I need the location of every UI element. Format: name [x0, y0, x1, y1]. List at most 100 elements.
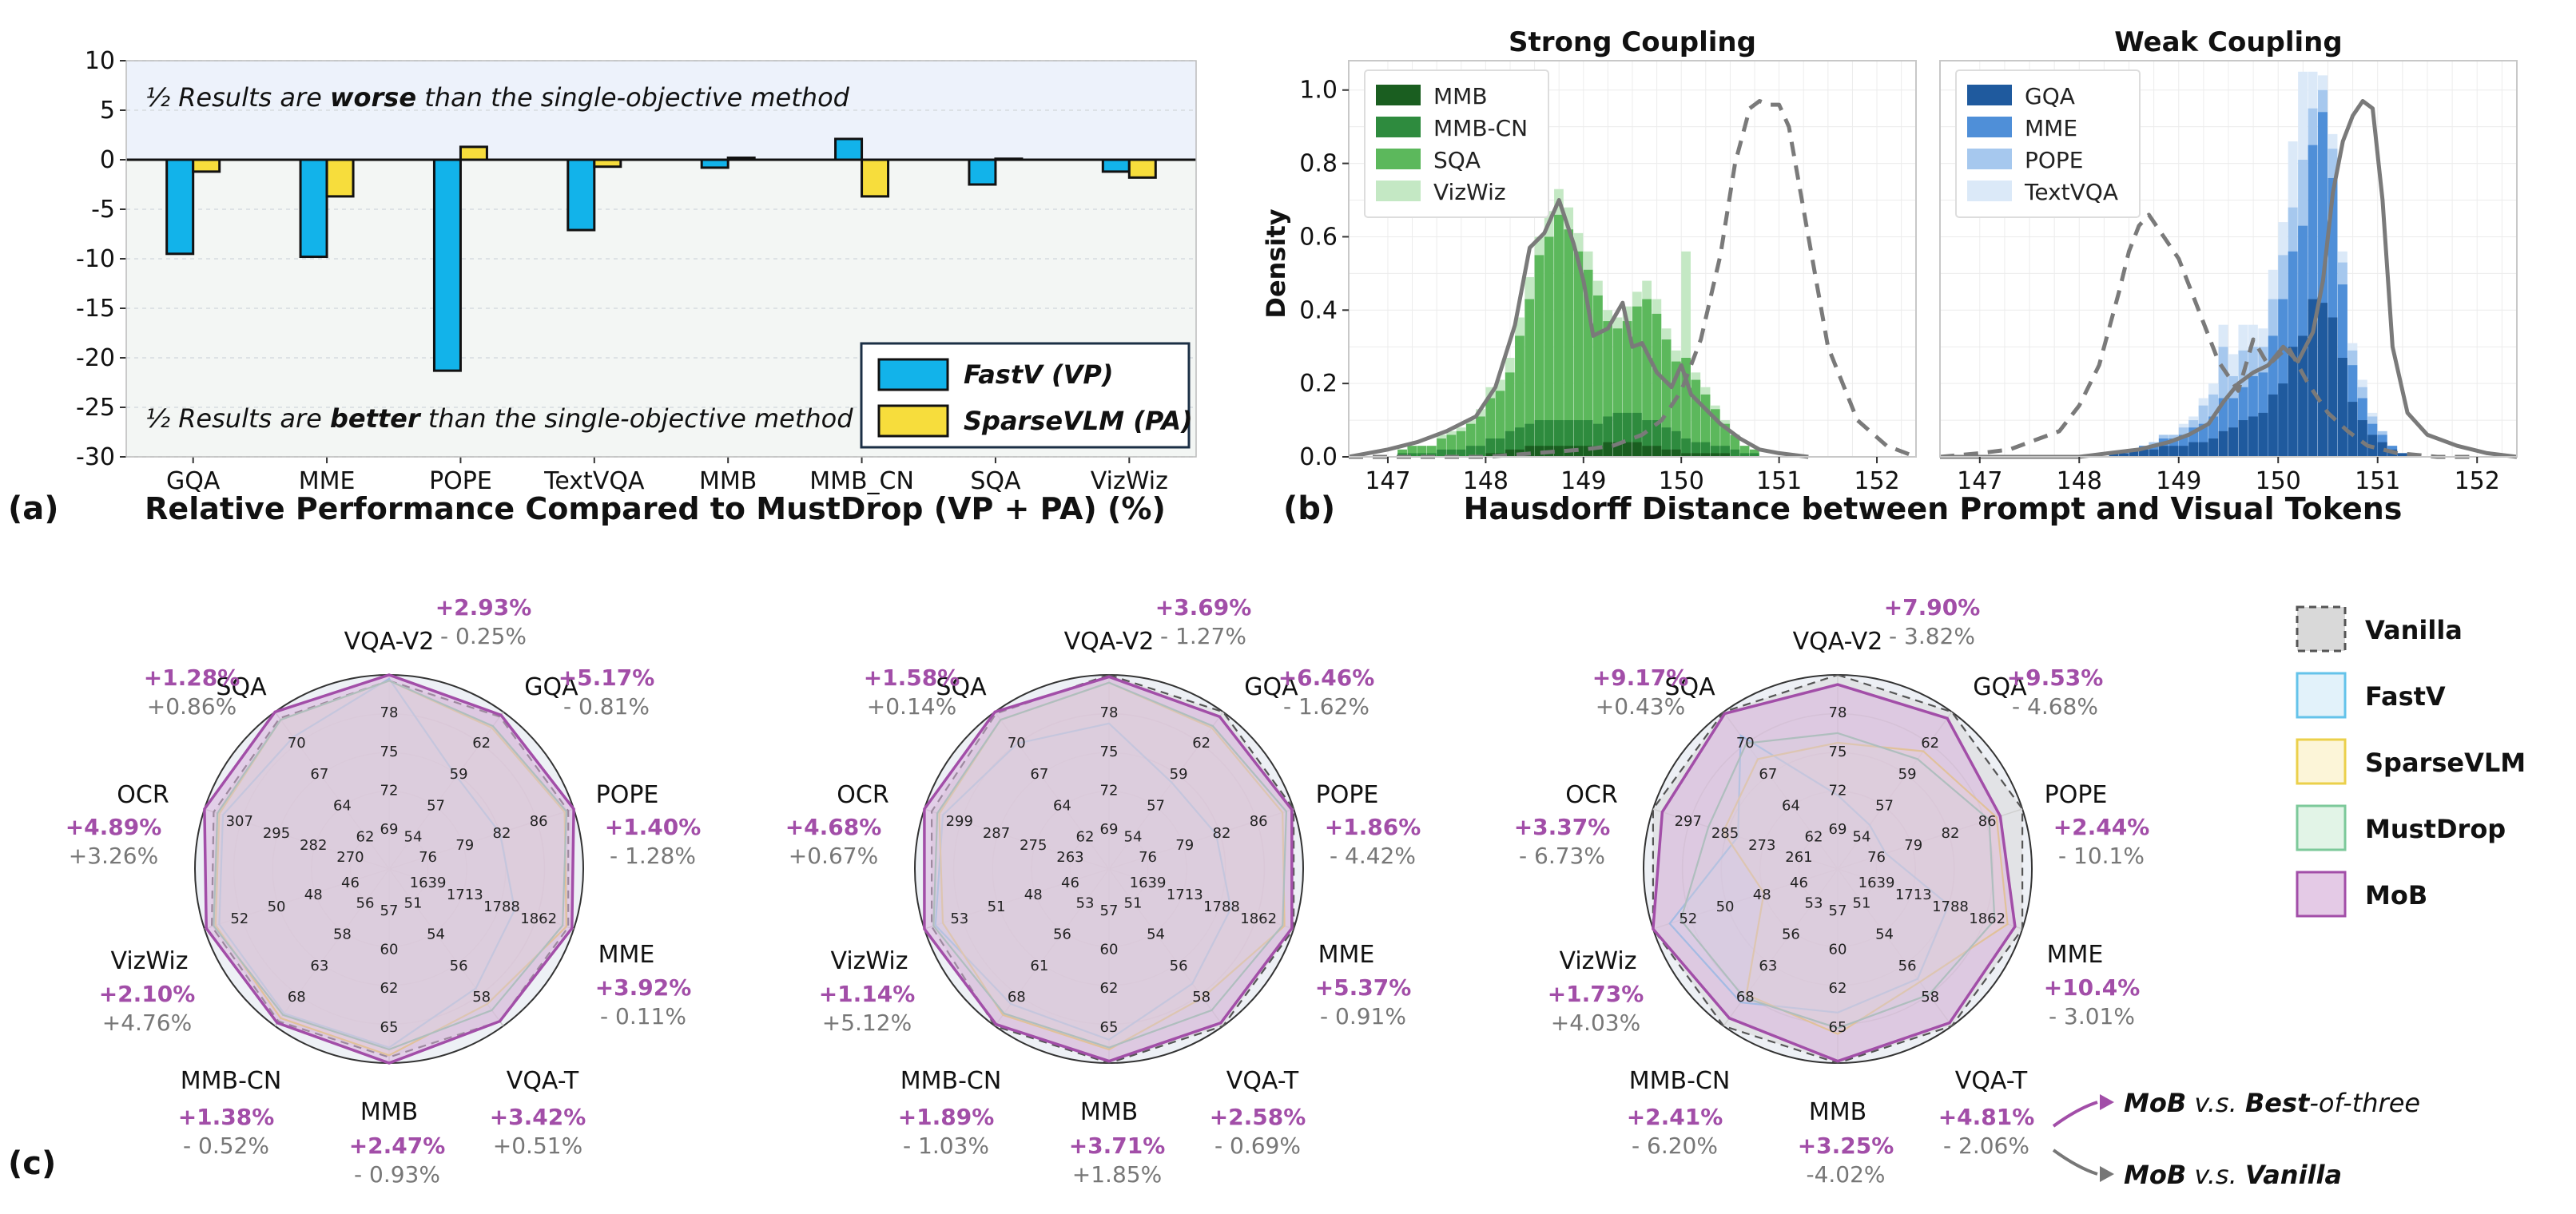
y-tick-label: 0.4	[1299, 296, 1338, 324]
histogram-bar	[1642, 299, 1652, 457]
radar-axis-label: VQA-T	[1226, 1067, 1299, 1095]
gain-vs-best: +2.10%	[99, 981, 196, 1007]
histogram-bar	[1515, 427, 1525, 457]
gain-vs-best: +1.73%	[1548, 981, 1644, 1007]
legend-swatch	[2296, 605, 2347, 653]
gain-vs-best: +3.25%	[1798, 1133, 1894, 1159]
radar-tick-label: 54	[1875, 926, 1894, 943]
histogram-bar	[1465, 423, 1476, 457]
histogram-bar	[1681, 358, 1691, 457]
x-tick-label: 151	[2355, 467, 2400, 495]
histogram-bar	[2248, 375, 2258, 457]
radar-tick-label: 64	[1053, 797, 1071, 814]
histogram-bar	[1407, 446, 1417, 457]
legend-swatch	[1376, 181, 1421, 201]
gain-vs-vanilla: +0.43%	[1596, 693, 1685, 720]
legend-label: MMB-CN	[1433, 115, 1528, 141]
histogram-bar	[2169, 446, 2179, 457]
histogram-bar	[1710, 409, 1720, 457]
histogram-bar	[1485, 438, 1496, 457]
histogram-bar	[1710, 453, 1720, 457]
legend-label: MoB	[2365, 880, 2427, 910]
x-tick-label: 149	[2156, 467, 2201, 495]
radar-tick-label: 287	[983, 825, 1010, 842]
histogram-bar	[1505, 372, 1515, 457]
radar-axis-label: SQA	[216, 673, 267, 701]
radar-axis-label: MME	[1318, 941, 1375, 969]
plot-frame	[1348, 60, 1917, 458]
radar-tick-label: 72	[1100, 782, 1119, 799]
histogram-bar	[2188, 442, 2199, 457]
legend-swatch	[1967, 181, 2012, 201]
x-tick-label: 148	[2057, 467, 2102, 495]
radar-tick-label: 56	[356, 895, 375, 911]
histogram-bar	[1456, 449, 1466, 457]
histogram-bar	[2377, 442, 2387, 457]
radar-tick-label: 46	[1061, 875, 1079, 891]
histogram-bar	[1691, 379, 1701, 457]
legend-swatch	[877, 404, 949, 438]
histogram-bar	[1622, 412, 1632, 457]
histogram-bar	[2198, 423, 2208, 457]
bar	[1101, 158, 1131, 173]
histogram-bar	[2328, 317, 2338, 457]
radar-tick-label: 70	[1008, 735, 1026, 752]
gain-vs-best: +2.41%	[1627, 1104, 1723, 1130]
text-span: -of-three	[2309, 1088, 2420, 1118]
gain-vs-vanilla: - 0.91%	[1320, 1003, 1406, 1030]
radar-tick-label: 54	[404, 829, 423, 846]
histogram-bar	[1456, 430, 1466, 457]
histogram-bar	[2149, 449, 2159, 457]
histogram-bar	[2228, 427, 2238, 457]
legend-swatch	[2296, 738, 2347, 785]
x-tick-label: 147	[1365, 467, 1410, 495]
histogram-bar	[1603, 321, 1613, 457]
x-tick-label: GQA	[166, 467, 221, 495]
radar-tick-label: 53	[1076, 895, 1095, 911]
legend-label: MustDrop	[2365, 814, 2506, 844]
radar-tick-label: 46	[1790, 875, 1808, 891]
gain-vs-best: +4.81%	[1938, 1104, 2035, 1130]
histogram-bar	[1710, 446, 1720, 457]
legend: MMB MMB-CN SQA VizWiz	[1364, 69, 1549, 218]
legend-swatch	[877, 358, 949, 391]
radar-tick-label: 54	[1124, 829, 1143, 846]
histogram-bar	[1505, 430, 1515, 457]
radar-tick-label: 52	[1679, 910, 1697, 927]
radar-tick-label: 62	[1076, 829, 1095, 846]
better-annotation: ½ Results are better than the single-obj…	[145, 403, 853, 434]
x-tick-label: MMB_CN	[809, 467, 914, 495]
radar-axis-label: GQA	[524, 673, 578, 701]
y-tick-label: -25	[76, 394, 115, 422]
gain-vs-vanilla: - 3.01%	[2049, 1003, 2135, 1030]
radar-tick-label: 62	[380, 980, 399, 997]
gain-vs-best: +3.71%	[1069, 1133, 1166, 1159]
radar-tick-label: 295	[263, 825, 290, 842]
radar-tick-label: 297	[1675, 813, 1702, 830]
histogram-bar	[1476, 446, 1485, 457]
histogram-bar	[1525, 299, 1535, 457]
radar-axis-label: OCR	[117, 781, 169, 809]
radar-tick-label: 51	[1124, 895, 1143, 911]
radar-tick-label: 63	[310, 958, 328, 974]
histogram-bar	[2208, 416, 2219, 457]
radar-tick-label: 54	[1147, 926, 1165, 943]
histogram-bar	[2178, 446, 2188, 457]
histogram-bar	[1583, 420, 1593, 457]
histogram-bar	[1661, 339, 1672, 457]
histogram-bar	[1700, 442, 1711, 457]
histogram-bar	[1564, 420, 1574, 457]
radar-tick-label: 1862	[1969, 910, 2006, 927]
radar-tick-label: 86	[530, 813, 548, 830]
x-tick-label: 150	[2256, 467, 2301, 495]
histogram-bar	[1593, 423, 1603, 457]
subplot-title: Weak Coupling	[2114, 26, 2342, 58]
radar-tick-label: 56	[450, 958, 468, 974]
legend-label: SQA	[1433, 147, 1481, 173]
radar-tick-label: 63	[1759, 958, 1777, 974]
radar-tick-label: 62	[1192, 735, 1210, 752]
radar-tick-label: 275	[1020, 837, 1047, 854]
gain-vs-best: +2.58%	[1210, 1104, 1306, 1130]
x-tick-label: 152	[1854, 467, 1899, 495]
subplot-title: Strong Coupling	[1509, 26, 1756, 58]
